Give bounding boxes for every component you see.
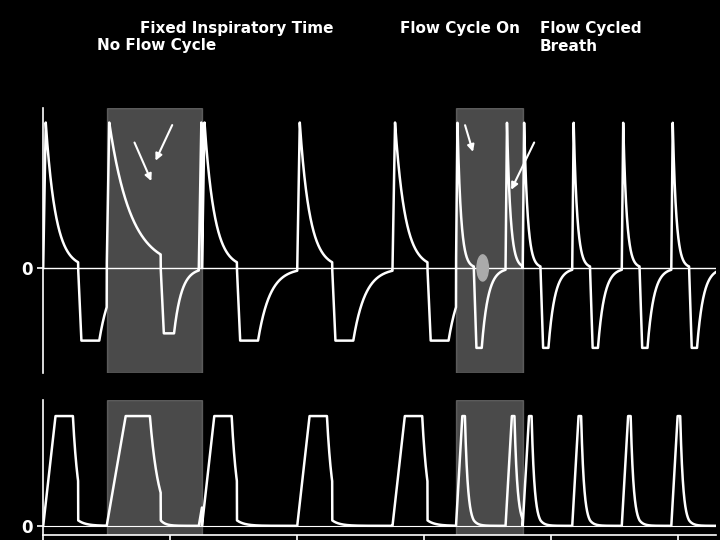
Text: Flow Cycled
Breath: Flow Cycled Breath <box>540 21 642 53</box>
Bar <box>107 108 202 373</box>
Bar <box>456 400 523 535</box>
Circle shape <box>477 255 488 281</box>
Text: No Flow Cycle: No Flow Cycle <box>97 38 217 53</box>
Text: Fixed Inspiratory Time: Fixed Inspiratory Time <box>140 21 334 36</box>
Bar <box>456 108 523 373</box>
Bar <box>107 400 202 535</box>
Text: Flow Cycle On: Flow Cycle On <box>400 21 520 36</box>
